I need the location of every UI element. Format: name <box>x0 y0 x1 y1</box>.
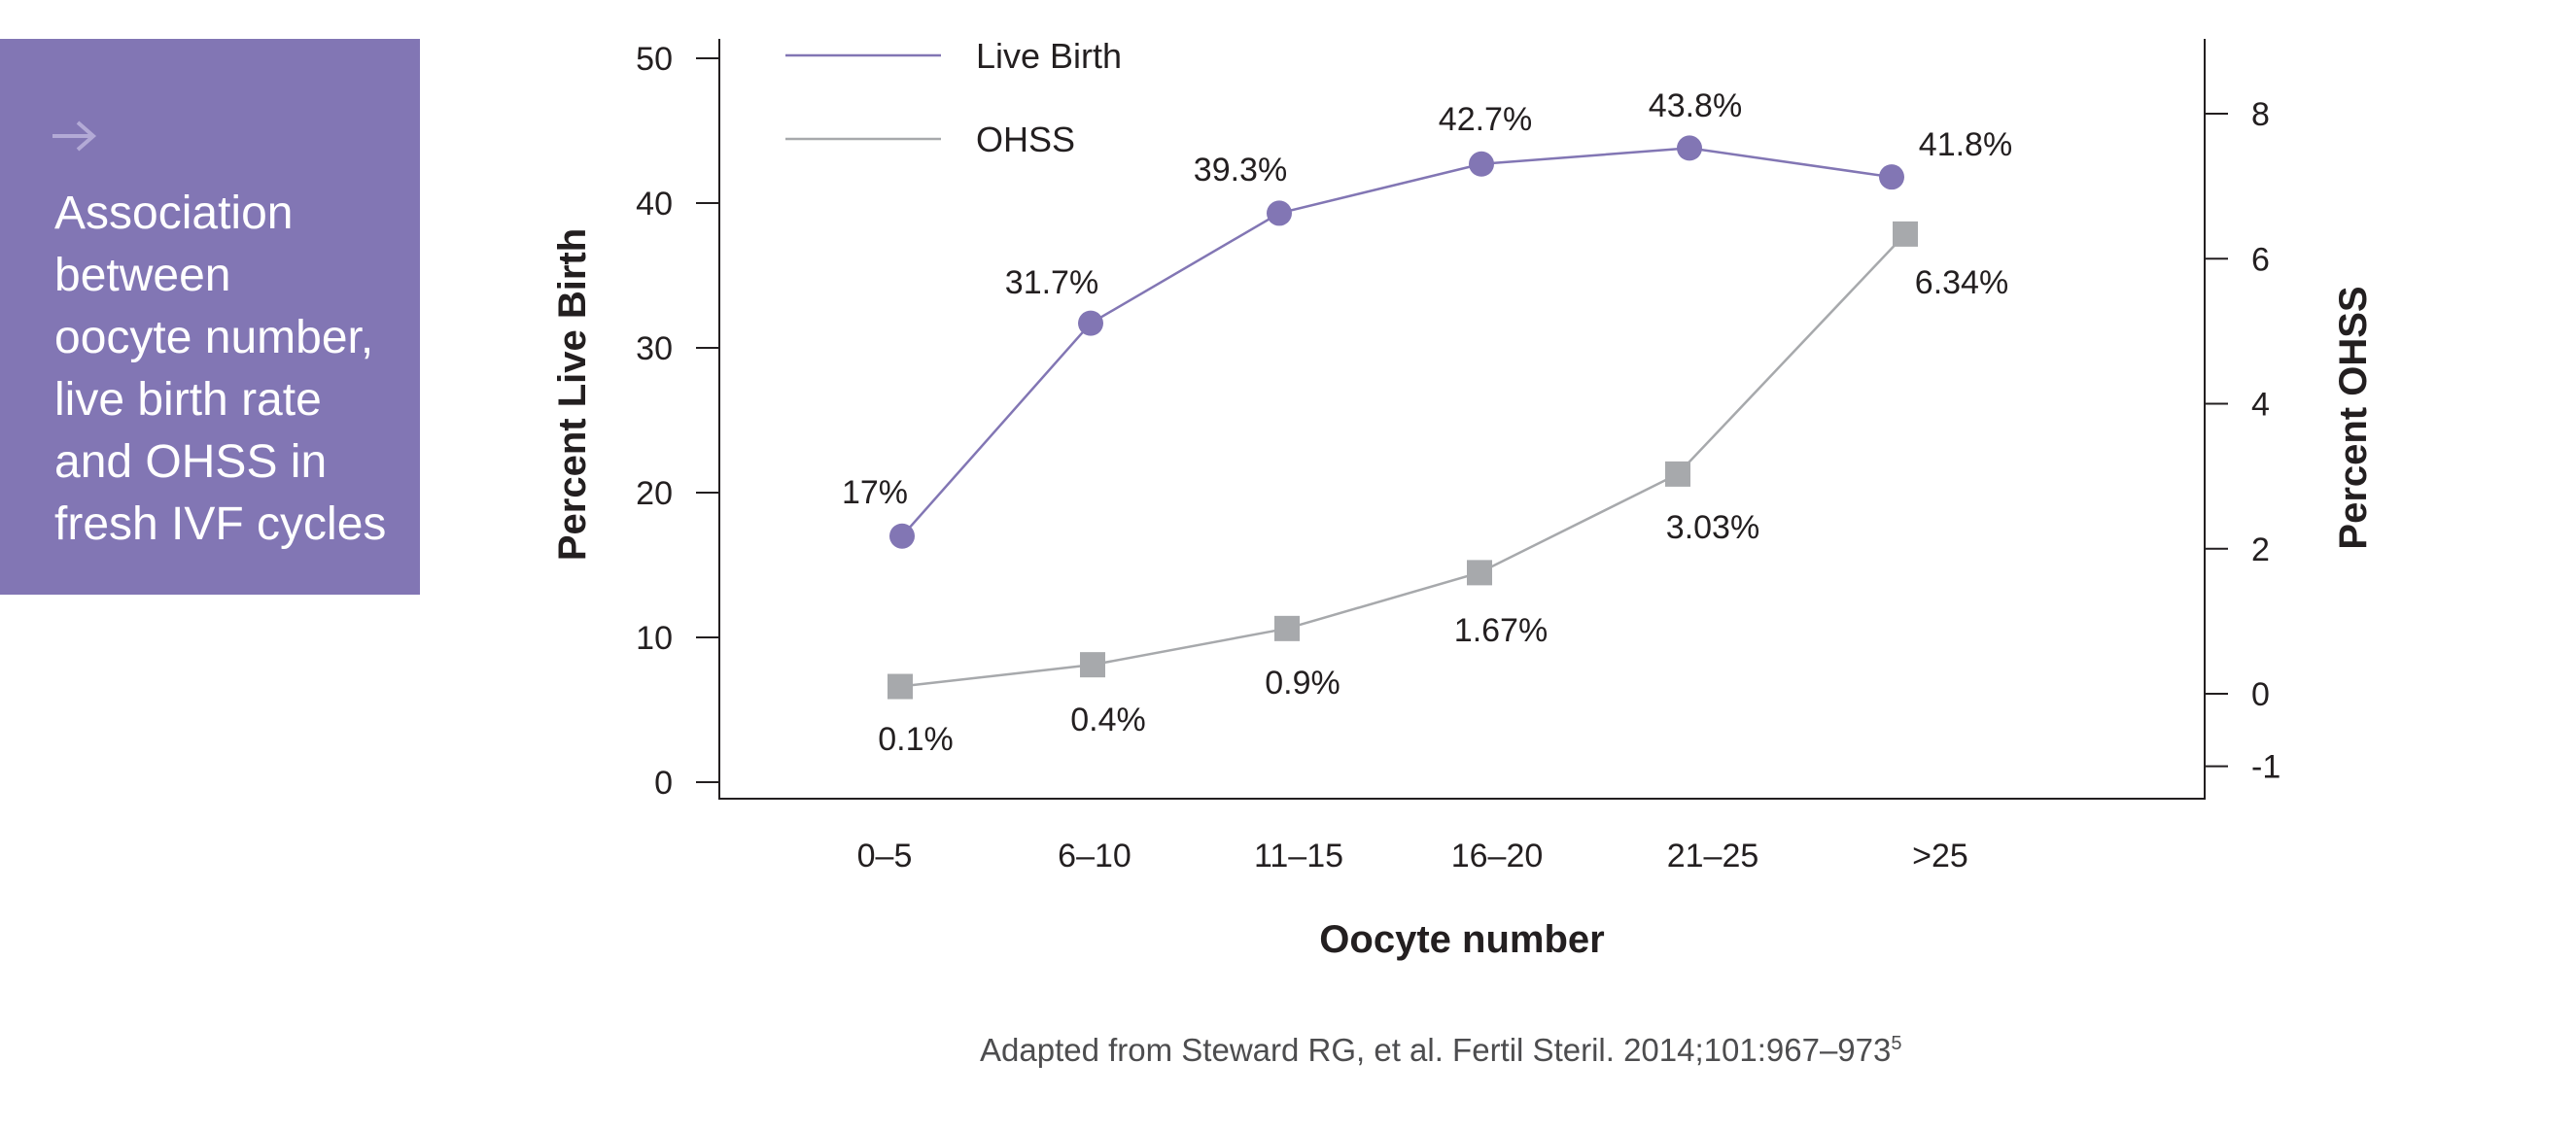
ohss-data-label: 6.34% <box>1915 264 2008 301</box>
arrow-right-icon <box>52 120 97 152</box>
live-birth-marker <box>1267 200 1292 226</box>
title-panel: Association between oocyte number, live … <box>0 39 420 595</box>
live-birth-data-label: 43.8% <box>1649 87 1742 124</box>
source-superscript: 5 <box>1891 1033 1902 1054</box>
live-birth-marker <box>1078 310 1103 336</box>
ohss-marker <box>1080 652 1105 678</box>
ohss-data-label: 0.4% <box>1070 702 1146 738</box>
left-axis-tick-label: 0 <box>654 765 673 802</box>
x-axis-title: Oocyte number <box>1319 918 1604 961</box>
x-axis-tick-label: 11–15 <box>1254 838 1343 874</box>
plot-frame <box>718 39 2206 800</box>
right-axis-tick-label: 8 <box>2251 96 2270 133</box>
y-axis-right-title: Percent OHSS <box>2332 286 2375 549</box>
ohss-marker <box>1893 221 1918 247</box>
left-axis-tick-label: 40 <box>636 186 673 223</box>
ohss-marker <box>1467 560 1492 586</box>
ohss-data-label: 3.03% <box>1666 509 1759 546</box>
x-axis-tick-label: 6–10 <box>1058 838 1131 874</box>
right-axis-tick-label: 2 <box>2251 531 2270 568</box>
ohss-marker <box>1665 461 1690 487</box>
live-birth-marker <box>889 523 915 549</box>
source-citation: Adapted from Steward RG, et al. Fertil S… <box>980 1032 2146 1069</box>
live-birth-data-label: 31.7% <box>1005 264 1098 301</box>
live-birth-marker <box>1879 164 1904 190</box>
live-birth-data-label: 17% <box>842 474 908 511</box>
legend-ohss-label: OHSS <box>976 120 1075 159</box>
live-birth-marker <box>1469 151 1494 177</box>
ohss-data-label: 0.1% <box>878 721 954 758</box>
left-axis-tick-label: 10 <box>636 620 673 657</box>
ohss-marker <box>888 673 913 700</box>
left-axis-tick-label: 20 <box>636 475 673 512</box>
right-axis-tick-label: 4 <box>2251 387 2270 424</box>
right-axis-tick-label: -1 <box>2251 749 2280 786</box>
live-birth-data-label: 41.8% <box>1919 126 2012 163</box>
x-axis-tick-label: 16–20 <box>1451 838 1544 874</box>
source-text: Adapted from Steward RG, et al. Fertil S… <box>980 1032 1892 1068</box>
left-axis-tick-label: 50 <box>636 41 673 78</box>
x-axis-tick-label: 21–25 <box>1667 838 1759 874</box>
ohss-marker <box>1274 615 1300 641</box>
y-axis-left-title: Percent Live Birth <box>551 228 594 561</box>
live-birth-data-label: 39.3% <box>1194 152 1287 188</box>
live-birth-line <box>901 147 1893 537</box>
ohss-data-label: 0.9% <box>1265 665 1340 702</box>
legend-live-birth-label: Live Birth <box>976 36 1122 76</box>
right-axis-tick-label: 6 <box>2251 241 2270 278</box>
ohss-line <box>899 233 1906 688</box>
right-axis-tick-label: 0 <box>2251 676 2270 713</box>
left-axis-tick-label: 30 <box>636 330 673 367</box>
live-birth-marker <box>1677 135 1702 161</box>
panel-title: Association between oocyte number, live … <box>54 188 387 550</box>
x-axis-tick-label: 0–5 <box>857 838 913 874</box>
live-birth-data-label: 42.7% <box>1439 101 1532 138</box>
x-axis-tick-label: >25 <box>1912 838 1968 874</box>
ohss-data-label: 1.67% <box>1454 612 1548 649</box>
